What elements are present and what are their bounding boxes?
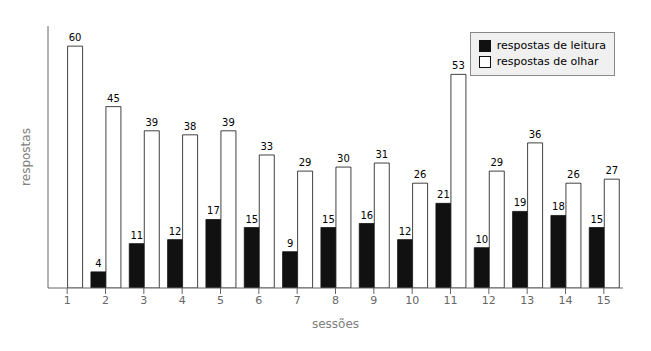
svg-text:39: 39 bbox=[145, 117, 158, 128]
svg-text:39: 39 bbox=[222, 117, 235, 128]
svg-text:6: 6 bbox=[255, 294, 262, 307]
svg-text:60: 60 bbox=[69, 32, 82, 43]
svg-text:respostas: respostas bbox=[19, 128, 33, 186]
svg-text:18: 18 bbox=[552, 201, 565, 212]
svg-text:9: 9 bbox=[370, 294, 377, 307]
html-text:respostas de olhar: respostas de olhar bbox=[496, 55, 599, 68]
svg-text:11: 11 bbox=[130, 230, 143, 241]
svg-text:15: 15 bbox=[597, 294, 611, 307]
svg-text:26: 26 bbox=[567, 169, 580, 180]
svg-text:5: 5 bbox=[217, 294, 224, 307]
svg-text:33: 33 bbox=[260, 141, 273, 152]
svg-text:7: 7 bbox=[294, 294, 301, 307]
svg-text:13: 13 bbox=[520, 294, 534, 307]
svg-text:36: 36 bbox=[529, 129, 542, 140]
svg-text:26: 26 bbox=[414, 169, 427, 180]
svg-text:15: 15 bbox=[245, 214, 258, 225]
svg-text:17: 17 bbox=[207, 205, 220, 216]
svg-text:30: 30 bbox=[337, 153, 350, 164]
svg-text:12: 12 bbox=[399, 226, 412, 237]
svg-text:29: 29 bbox=[490, 157, 503, 168]
svg-text:12: 12 bbox=[169, 226, 182, 237]
svg-text:19: 19 bbox=[514, 197, 527, 208]
svg-text:15: 15 bbox=[322, 214, 335, 225]
svg-text:31: 31 bbox=[375, 149, 388, 160]
svg-text:10: 10 bbox=[405, 294, 419, 307]
svg-text:53: 53 bbox=[452, 60, 465, 71]
svg-text:3: 3 bbox=[140, 294, 147, 307]
svg-text:45: 45 bbox=[107, 93, 120, 104]
svg-text:27: 27 bbox=[605, 165, 618, 176]
svg-text:10: 10 bbox=[475, 234, 488, 245]
svg-text:16: 16 bbox=[360, 210, 373, 221]
svg-text:9: 9 bbox=[287, 238, 293, 249]
svg-text:8: 8 bbox=[332, 294, 339, 307]
svg-text:29: 29 bbox=[299, 157, 312, 168]
svg-text:12: 12 bbox=[482, 294, 496, 307]
svg-text:15: 15 bbox=[590, 214, 603, 225]
svg-text:sessões: sessões bbox=[312, 317, 359, 331]
svg-text:14: 14 bbox=[559, 294, 573, 307]
svg-text:2: 2 bbox=[102, 294, 109, 307]
svg-text:4: 4 bbox=[179, 294, 186, 307]
svg-text:38: 38 bbox=[184, 121, 197, 132]
svg-text:21: 21 bbox=[437, 189, 450, 200]
svg-text:11: 11 bbox=[444, 294, 458, 307]
svg-text:4: 4 bbox=[95, 258, 101, 269]
html-text:respostas de leitura: respostas de leitura bbox=[496, 39, 606, 52]
svg-text:1: 1 bbox=[64, 294, 71, 307]
